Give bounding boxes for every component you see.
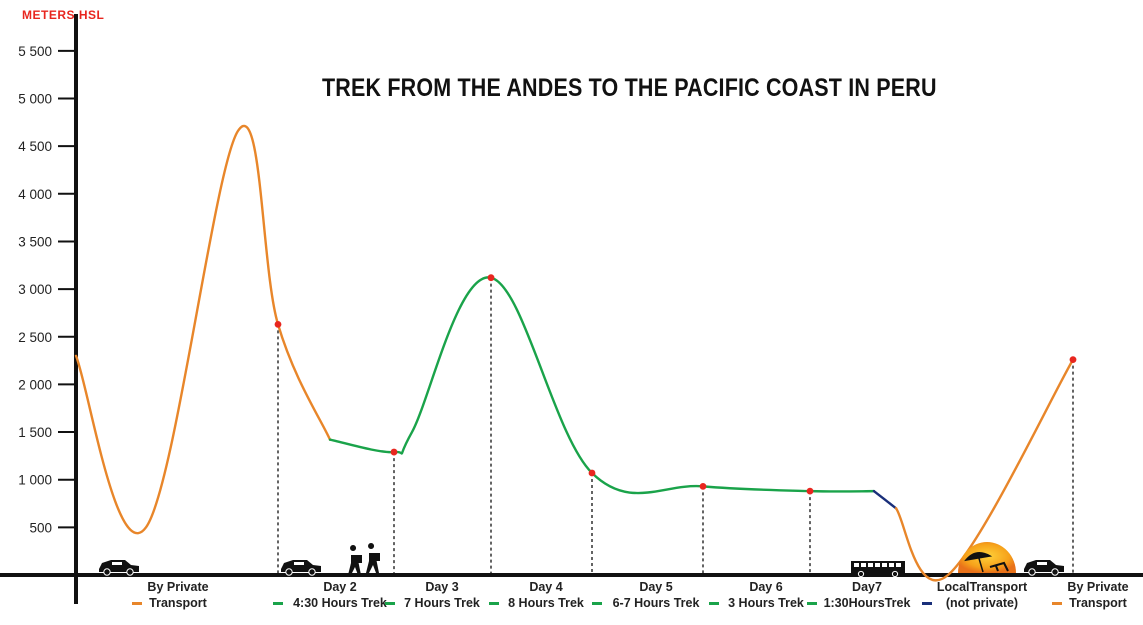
segment-color-swatch — [806, 602, 817, 605]
elevation-line-private — [894, 358, 1075, 582]
segment-color-swatch — [385, 602, 396, 605]
car-icon — [99, 560, 139, 576]
segment-color-swatch — [489, 602, 500, 605]
segment-day-label: Day7 — [852, 580, 882, 594]
segment-label: Day 4 8 Hours Trek — [476, 579, 616, 611]
y-tick-label: 4 000 — [18, 187, 52, 202]
y-tick-label: 500 — [29, 520, 52, 535]
elevation-line-trek — [328, 276, 876, 495]
bus-icon — [851, 561, 905, 578]
segment-day-label: LocalTransport — [936, 580, 1028, 594]
segment-day-label: Day 3 — [425, 580, 459, 594]
segment-day-label: Day 6 — [749, 580, 783, 594]
waypoint-marker — [274, 320, 282, 328]
y-tick-label: 5 500 — [18, 44, 52, 59]
y-tick-label: 5 000 — [18, 92, 52, 107]
segment-color-swatch — [921, 602, 932, 605]
waypoint-marker — [806, 487, 814, 495]
segment-label: Day 2 4:30 Hours Trek — [270, 579, 410, 611]
segment-mode-label: 1:30HoursTrek — [823, 596, 911, 610]
segment-color-swatch — [132, 602, 143, 605]
segment-day-label: By Private — [147, 580, 209, 594]
segment-label: Day7 1:30HoursTrek — [797, 579, 937, 611]
segment-mode-label: (not private) — [945, 596, 1019, 610]
segment-day-label: By Private — [1067, 580, 1129, 594]
waypoint-marker — [699, 482, 707, 490]
segment-mode-label: 7 Hours Trek — [404, 596, 480, 610]
segment-label: By Private Transport — [108, 579, 248, 611]
segment-label: LocalTransport (not private) — [912, 579, 1052, 611]
segment-mode-label: 6-7 Hours Trek — [612, 596, 700, 610]
beach-sun-icon — [958, 542, 1016, 573]
waypoint-marker — [390, 448, 398, 456]
segment-day-label: Day 5 — [639, 580, 673, 594]
segment-color-swatch — [272, 602, 283, 605]
segment-mode-label: Transport — [149, 596, 207, 610]
chart-title: TREK FROM THE ANDES TO THE PACIFIC COAST… — [322, 74, 937, 102]
y-axis-unit-label: METERS HSL — [22, 8, 105, 22]
segment-day-label: Day 4 — [529, 580, 563, 594]
waypoint-marker — [487, 274, 495, 282]
y-tick-label: 1 000 — [18, 473, 52, 488]
segment-label: Day 5 6-7 Hours Trek — [586, 579, 726, 611]
y-tick-label: 3 000 — [18, 282, 52, 297]
car-icon — [1024, 560, 1064, 576]
y-tick-label: 2 500 — [18, 330, 52, 345]
segment-color-swatch — [1052, 602, 1063, 605]
segment-mode-label: Transport — [1069, 596, 1127, 610]
y-tick-label: 4 500 — [18, 139, 52, 154]
hikers-icon — [348, 543, 380, 575]
segment-label: Day 3 7 Hours Trek — [372, 579, 512, 611]
segment-label: Day 6 3 Hours Trek — [696, 579, 836, 611]
segment-day-label: Day 2 — [323, 580, 357, 594]
waypoint-marker — [1069, 356, 1077, 364]
waypoint-marker — [588, 469, 596, 477]
elevation-line-local — [872, 489, 898, 510]
segment-label: By Private Transport — [1028, 579, 1143, 611]
segment-mode-label: 3 Hours Trek — [728, 596, 804, 610]
y-tick-label: 1 500 — [18, 425, 52, 440]
segment-color-swatch — [592, 602, 603, 605]
elevation-line-private — [74, 125, 332, 535]
segment-color-swatch — [709, 602, 720, 605]
segment-mode-label: 4:30 Hours Trek — [293, 596, 387, 610]
y-tick-label: 2 000 — [18, 377, 52, 392]
car-icon — [281, 560, 321, 576]
segment-mode-label: 8 Hours Trek — [508, 596, 584, 610]
y-tick-label: 3 500 — [18, 234, 52, 249]
